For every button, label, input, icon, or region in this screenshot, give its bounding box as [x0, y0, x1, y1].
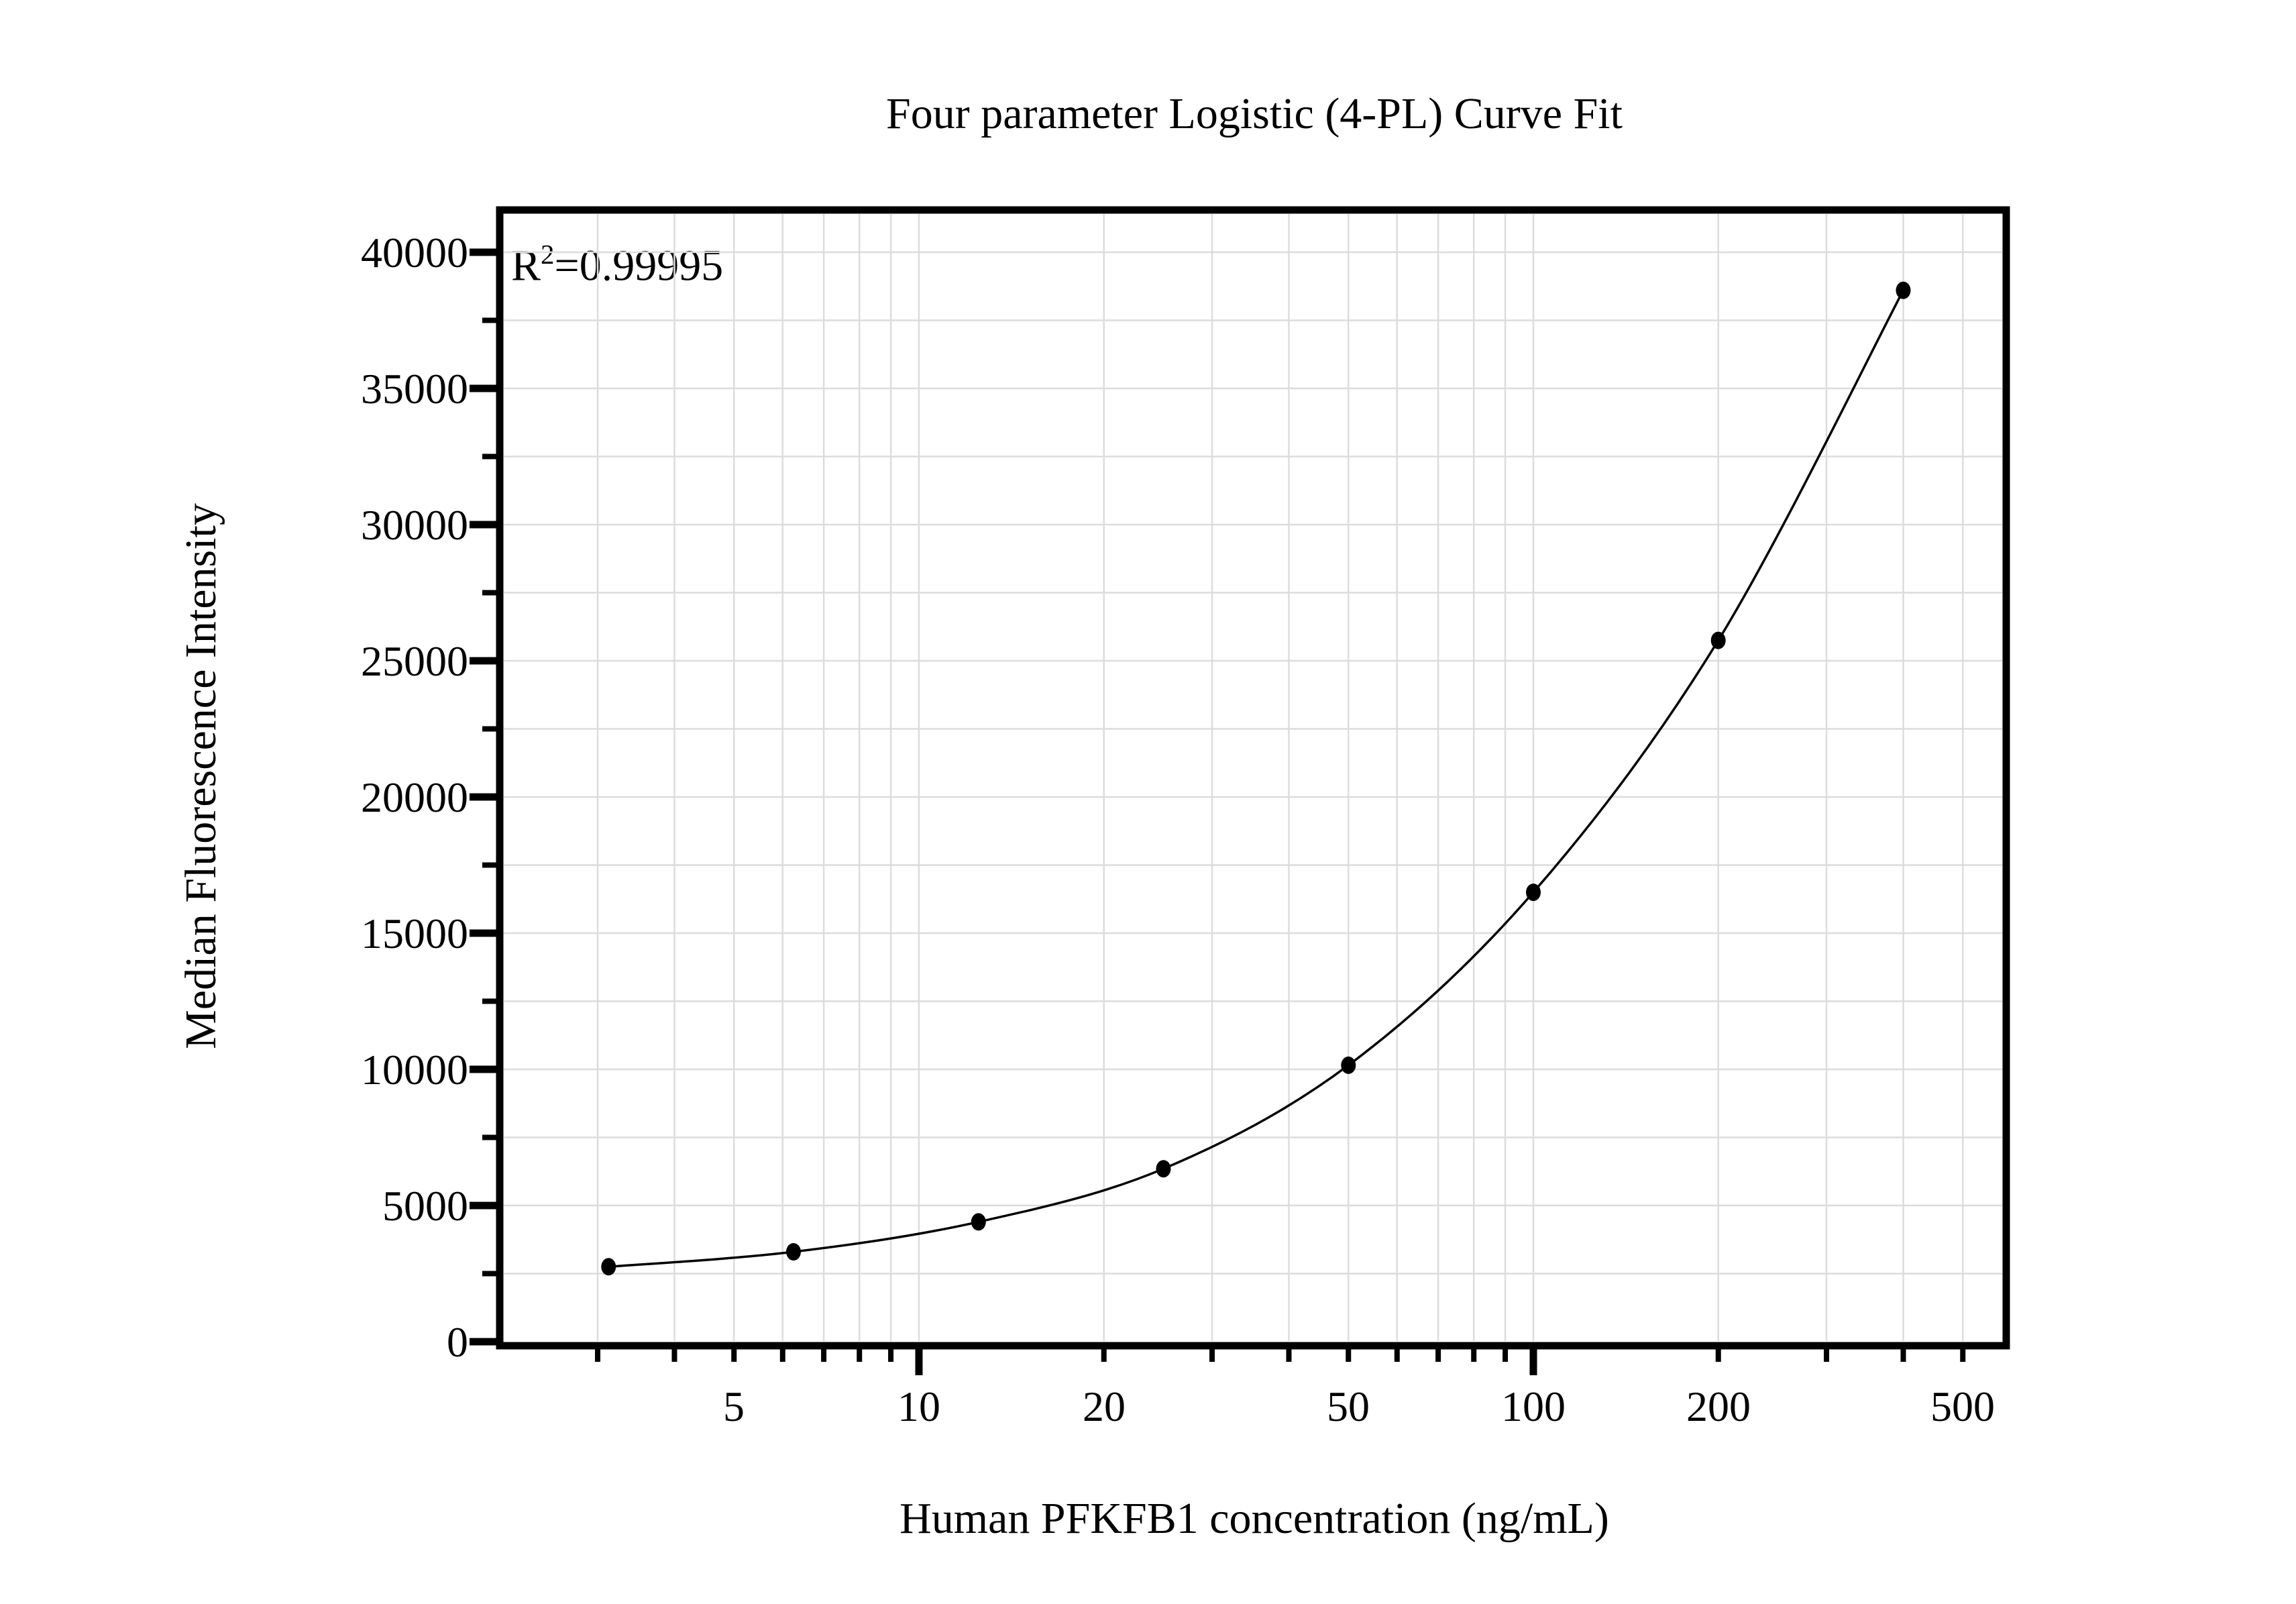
data-point-marker: [1341, 1056, 1356, 1074]
axis-ticks: [470, 248, 1966, 1375]
y-tick-label: 40000: [361, 229, 468, 276]
chart-title: Four parameter Logistic (4-PL) Curve Fit: [886, 89, 1623, 138]
plot-frame: [496, 206, 2010, 1350]
r-squared-base: R: [511, 241, 541, 290]
data-points: [601, 281, 1911, 1276]
r-squared-exponent: 2: [541, 239, 555, 270]
y-tick-label: 35000: [361, 365, 468, 413]
y-tick-label: 25000: [361, 637, 468, 685]
fit-curve-line: [608, 289, 1905, 1269]
data-point-marker: [1526, 884, 1541, 902]
x-tick-label: 10: [897, 1383, 940, 1430]
y-tick-labels: 0 5000 10000 15000 20000 25000 30000 350…: [361, 229, 468, 1366]
data-point-marker: [1156, 1160, 1171, 1178]
y-tick-label: 10000: [361, 1046, 468, 1093]
x-tick-label: 20: [1083, 1383, 1126, 1430]
data-point-marker: [786, 1243, 801, 1261]
x-axis-title: Human PFKFB1 concentration (ng/mL): [899, 1494, 1609, 1543]
data-point-marker: [1896, 281, 1911, 299]
x-tick-label: 5: [723, 1383, 745, 1430]
x-tick-labels: 5 10 20 50 100 200 500: [723, 1383, 1995, 1430]
y-tick-label: 15000: [361, 910, 468, 957]
x-tick-label: 500: [1930, 1383, 1995, 1430]
y-tick-label: 20000: [361, 773, 468, 821]
x-tick-label: 50: [1327, 1383, 1370, 1430]
y-tick-label: 0: [447, 1318, 468, 1366]
y-tick-label: 5000: [382, 1182, 468, 1230]
x-tick-label: 100: [1501, 1383, 1566, 1430]
data-point-marker: [601, 1258, 616, 1276]
data-point-marker: [971, 1213, 986, 1231]
gridlines: [504, 214, 2002, 1341]
data-point-marker: [1710, 631, 1726, 649]
r-squared-value: =0.99995: [554, 241, 724, 290]
y-tick-label: 30000: [361, 501, 468, 549]
r-squared-annotation: R2=0.99995: [511, 231, 723, 290]
x-tick-label: 200: [1686, 1383, 1751, 1430]
